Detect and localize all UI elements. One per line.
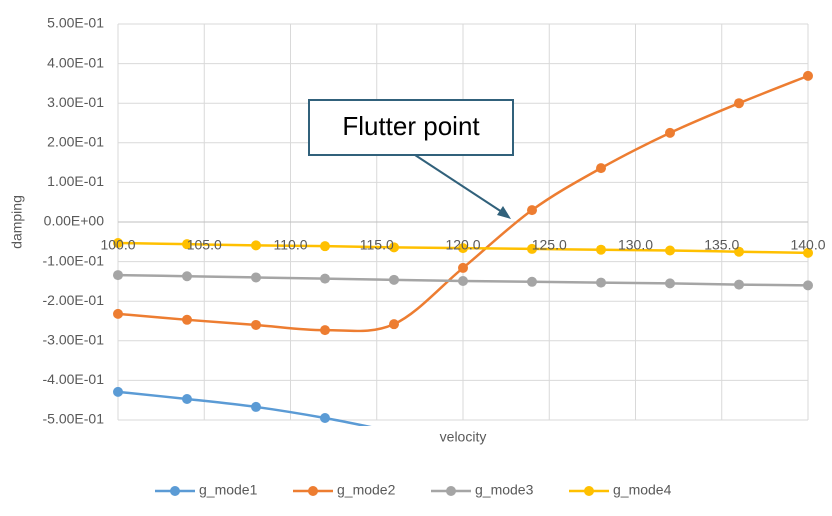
data-point xyxy=(320,241,330,252)
data-point xyxy=(182,239,192,250)
y-tick-label: -4.00E-01 xyxy=(43,371,105,387)
data-point xyxy=(458,243,468,254)
data-point xyxy=(803,280,813,291)
legend-marker xyxy=(308,486,318,496)
data-point xyxy=(320,325,330,336)
y-tick-label: -2.00E-01 xyxy=(43,292,105,308)
y-tick-label: -5.00E-01 xyxy=(43,411,105,427)
data-point xyxy=(734,279,744,290)
data-point xyxy=(527,276,537,287)
legend-label: g_mode3 xyxy=(475,482,534,498)
y-tick-label: 3.00E-01 xyxy=(47,94,104,110)
data-point xyxy=(389,242,399,253)
x-tick-label: 100.0 xyxy=(100,237,135,253)
data-point xyxy=(458,262,468,273)
data-point xyxy=(734,98,744,109)
y-axis-title: damping xyxy=(9,195,25,249)
y-tick-label: 1.00E-01 xyxy=(47,173,104,189)
data-point xyxy=(182,314,192,325)
data-point xyxy=(665,127,675,138)
data-point xyxy=(113,386,123,397)
legend-marker xyxy=(170,486,180,496)
legend-label: g_mode4 xyxy=(613,482,672,498)
y-tick-label: 0.00E+00 xyxy=(44,213,105,229)
legend-marker xyxy=(446,486,456,496)
x-tick-label: 125.0 xyxy=(532,237,567,253)
x-tick-label: 110.0 xyxy=(274,237,308,253)
y-tick-label: -1.00E-01 xyxy=(43,252,105,268)
data-point xyxy=(389,319,399,330)
x-tick-label: 130.0 xyxy=(618,237,653,253)
data-point xyxy=(596,277,606,288)
data-point xyxy=(734,246,744,257)
data-point xyxy=(527,243,537,254)
data-point xyxy=(182,271,192,282)
data-point xyxy=(113,237,123,248)
annotation-box xyxy=(308,99,514,156)
data-point xyxy=(665,245,675,256)
x-tick-label: 140.0 xyxy=(790,237,825,253)
data-point xyxy=(251,319,261,330)
annotation: Flutter point xyxy=(342,111,480,141)
data-point xyxy=(527,205,537,216)
y-tick-label: 4.00E-01 xyxy=(47,54,104,70)
legend-marker xyxy=(584,486,594,496)
x-tick-label: 115.0 xyxy=(360,237,394,253)
data-point xyxy=(596,244,606,255)
data-point xyxy=(803,70,813,81)
data-point xyxy=(596,163,606,174)
annotation-arrow xyxy=(414,154,506,215)
legend-label: g_mode1 xyxy=(199,482,258,498)
data-point xyxy=(389,274,399,285)
data-point xyxy=(803,247,813,258)
data-point xyxy=(251,240,261,251)
data-point xyxy=(251,272,261,283)
data-point xyxy=(113,270,123,281)
x-tick-label: 105.0 xyxy=(187,237,222,253)
data-point xyxy=(389,427,399,437)
data-point xyxy=(182,394,192,405)
legend-label: g_mode2 xyxy=(337,482,396,498)
data-point xyxy=(458,276,468,287)
x-tick-label: 120.0 xyxy=(445,237,480,253)
data-point xyxy=(320,413,330,424)
x-axis-title: velocity xyxy=(440,429,487,445)
data-point xyxy=(320,273,330,284)
data-point xyxy=(251,401,261,412)
y-tick-label: 2.00E-01 xyxy=(47,134,104,150)
y-tick-label: -3.00E-01 xyxy=(43,332,105,348)
arrow-head xyxy=(497,206,511,219)
data-point xyxy=(665,278,675,289)
x-tick-label: 135.0 xyxy=(704,237,739,253)
data-point xyxy=(113,308,123,319)
y-tick-label: 5.00E-01 xyxy=(47,15,104,31)
